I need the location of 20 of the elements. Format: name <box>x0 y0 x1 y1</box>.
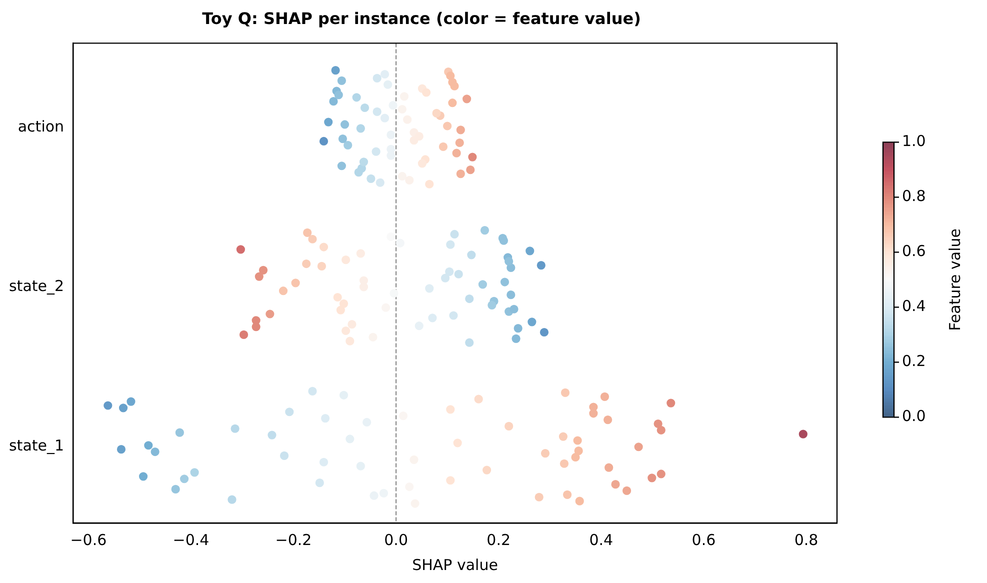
color-bar-label: 0.0 <box>902 407 926 426</box>
chart-title: Toy Q: SHAP per instance (color = feature value) <box>202 8 641 28</box>
x-tick-label: 0.0 <box>384 530 408 549</box>
color-bar-label: 0.6 <box>902 242 926 260</box>
x-axis-title: SHAP value <box>412 556 498 574</box>
color-bar-label: 0.2 <box>902 352 926 370</box>
y-tick-label: action <box>18 118 64 136</box>
y-tick-label: state_2 <box>8 276 64 295</box>
y-tick-label: state_1 <box>8 436 64 454</box>
x-tick-label: −0.2 <box>275 530 312 549</box>
x-tick-label: 0.6 <box>692 530 716 549</box>
x-tick-label: 0.8 <box>794 530 818 549</box>
color-bar-label: 0.4 <box>902 297 926 316</box>
color-bar-label: 0.8 <box>902 187 926 206</box>
color-bar-title: Feature value <box>946 228 964 331</box>
x-tick-label: −0.4 <box>172 530 210 549</box>
x-tick-label: 0.4 <box>589 530 614 549</box>
x-tick-label: 0.2 <box>486 530 511 549</box>
x-tick-label: −0.6 <box>70 530 107 549</box>
color-bar-label: 1.0 <box>902 132 926 150</box>
